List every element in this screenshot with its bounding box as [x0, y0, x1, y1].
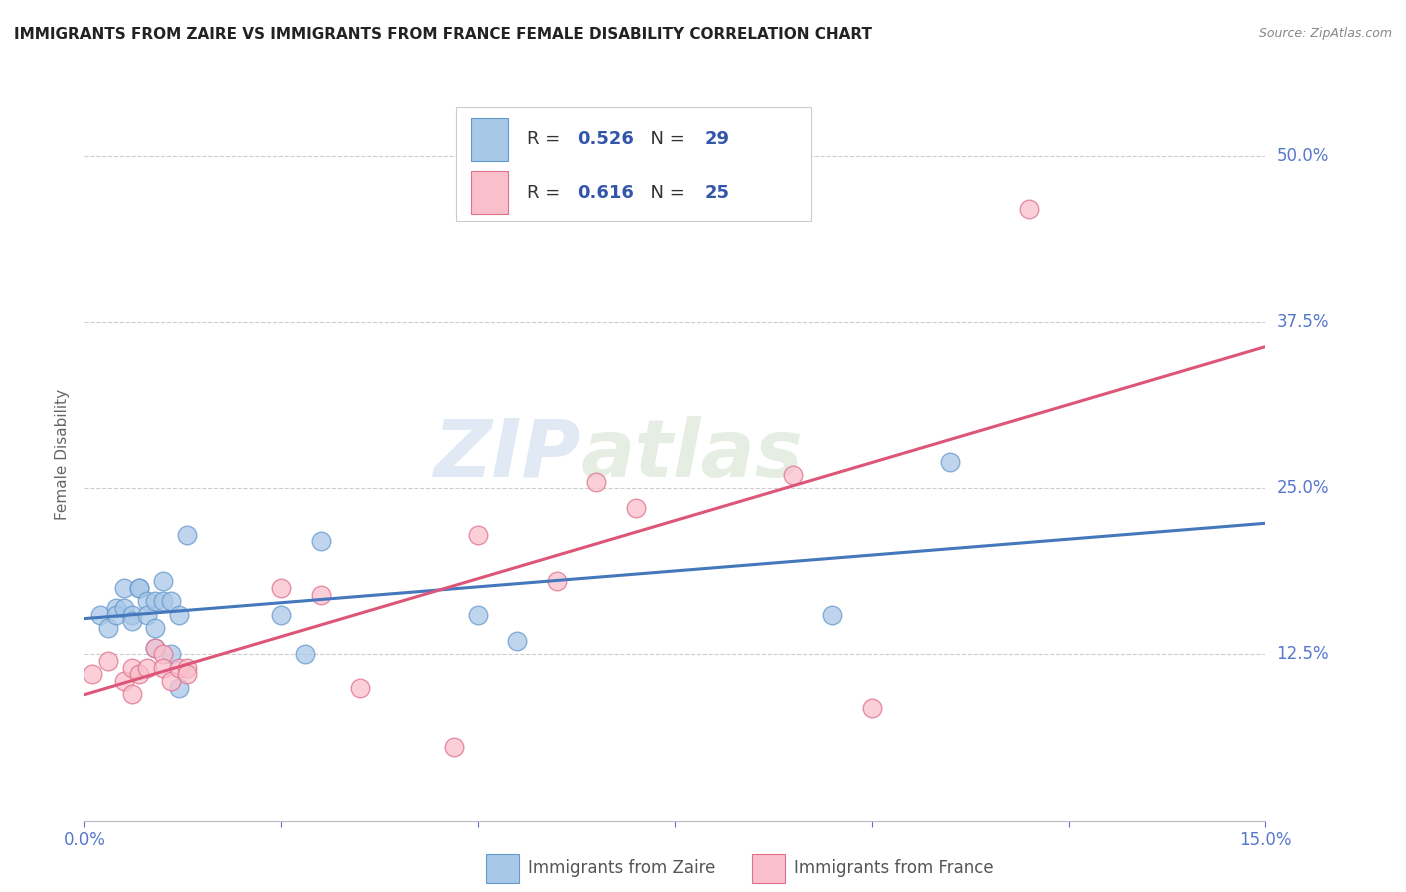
FancyBboxPatch shape: [486, 854, 519, 883]
Point: [128, 667, 150, 681]
Text: atlas: atlas: [581, 416, 803, 494]
Point: [160, 648, 183, 662]
Point: [624, 501, 647, 516]
Point: [112, 581, 135, 595]
Point: [121, 607, 143, 622]
Point: [121, 661, 143, 675]
Point: [82, 667, 104, 681]
Point: [104, 607, 127, 622]
Text: 25: 25: [704, 184, 730, 202]
Point: [152, 574, 174, 589]
Point: [467, 607, 489, 622]
Text: ZIP: ZIP: [433, 416, 581, 494]
Point: [176, 527, 198, 541]
Point: [143, 640, 166, 655]
Point: [160, 673, 183, 688]
Point: [585, 475, 607, 489]
Point: [270, 581, 292, 595]
Point: [152, 594, 174, 608]
Point: [136, 607, 159, 622]
Point: [860, 700, 883, 714]
Text: Immigrants from Zaire: Immigrants from Zaire: [529, 859, 716, 877]
Point: [309, 588, 332, 602]
Point: [1018, 202, 1040, 216]
FancyBboxPatch shape: [471, 118, 509, 161]
Point: [143, 621, 166, 635]
Point: [467, 527, 489, 541]
Text: N =: N =: [640, 130, 690, 148]
Point: [167, 607, 190, 622]
Text: 37.5%: 37.5%: [1277, 313, 1329, 331]
Point: [97, 621, 120, 635]
Point: [152, 648, 174, 662]
Text: IMMIGRANTS FROM ZAIRE VS IMMIGRANTS FROM FRANCE FEMALE DISABILITY CORRELATION CH: IMMIGRANTS FROM ZAIRE VS IMMIGRANTS FROM…: [14, 27, 872, 42]
FancyBboxPatch shape: [457, 108, 811, 221]
Point: [294, 648, 316, 662]
Point: [128, 581, 150, 595]
Text: 50.0%: 50.0%: [1277, 146, 1329, 165]
Point: [143, 594, 166, 608]
Point: [104, 600, 127, 615]
Point: [167, 681, 190, 695]
Text: N =: N =: [640, 184, 690, 202]
Point: [152, 661, 174, 675]
Point: [821, 607, 844, 622]
Point: [143, 640, 166, 655]
Point: [546, 574, 568, 589]
Point: [121, 614, 143, 628]
Point: [309, 534, 332, 549]
Point: [782, 467, 804, 482]
Text: 0.616: 0.616: [576, 184, 634, 202]
Point: [176, 667, 198, 681]
Point: [443, 740, 465, 755]
Text: R =: R =: [527, 184, 567, 202]
Point: [136, 661, 159, 675]
Text: R =: R =: [527, 130, 567, 148]
FancyBboxPatch shape: [752, 854, 785, 883]
Point: [112, 600, 135, 615]
Text: 25.0%: 25.0%: [1277, 479, 1329, 497]
Point: [97, 654, 120, 668]
Text: 12.5%: 12.5%: [1277, 646, 1329, 664]
Y-axis label: Female Disability: Female Disability: [55, 389, 70, 521]
Text: 0.526: 0.526: [576, 130, 634, 148]
Point: [506, 634, 529, 648]
Point: [349, 681, 371, 695]
Text: 29: 29: [704, 130, 730, 148]
FancyBboxPatch shape: [471, 171, 509, 214]
Text: Source: ZipAtlas.com: Source: ZipAtlas.com: [1258, 27, 1392, 40]
Point: [89, 607, 111, 622]
Point: [128, 581, 150, 595]
Point: [160, 594, 183, 608]
Point: [121, 687, 143, 701]
Point: [112, 673, 135, 688]
Point: [167, 661, 190, 675]
Point: [939, 454, 962, 468]
Point: [270, 607, 292, 622]
Text: Immigrants from France: Immigrants from France: [794, 859, 994, 877]
Point: [176, 661, 198, 675]
Point: [136, 594, 159, 608]
